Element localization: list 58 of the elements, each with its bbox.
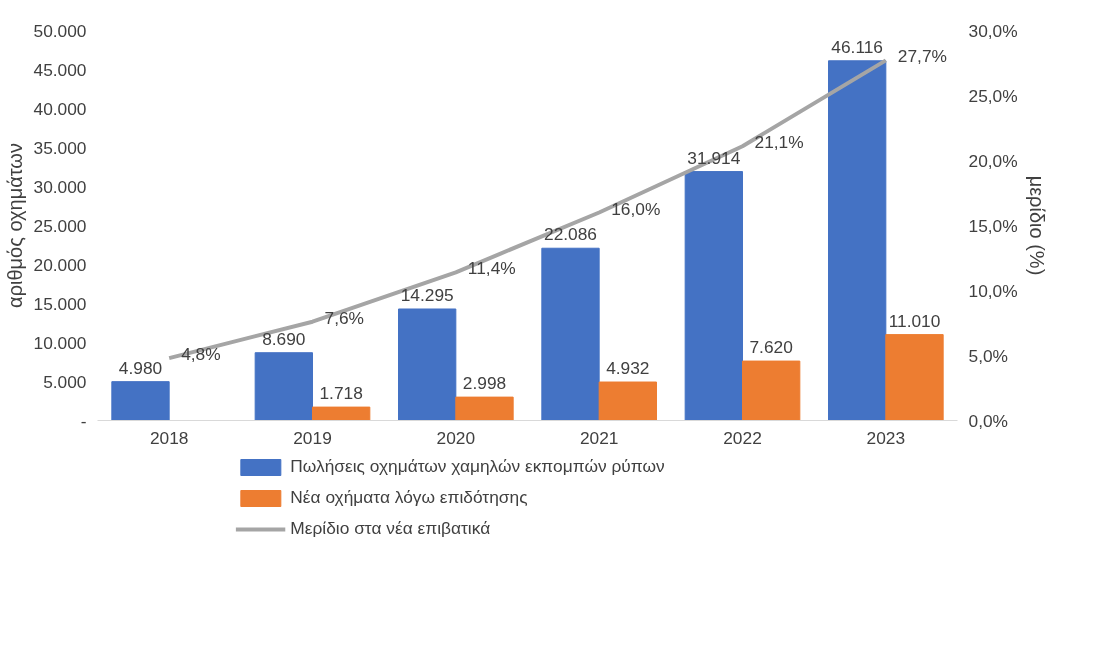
y-tick-label: 40.000 xyxy=(33,98,87,119)
y-tick-label: 5.000 xyxy=(43,371,87,392)
x-tick-label: 2020 xyxy=(436,427,476,448)
bar xyxy=(828,60,887,421)
legend-label: Νέα οχήματα λόγω επιδότησης xyxy=(290,487,528,508)
y2-tick-label: 10,0% xyxy=(968,280,1018,301)
data-label: 21,1% xyxy=(754,132,804,153)
x-tick-label: 2023 xyxy=(866,427,906,448)
data-label: 22.086 xyxy=(544,224,597,245)
data-label: 14.295 xyxy=(400,285,454,305)
data-label: 1.718 xyxy=(319,383,363,404)
bar xyxy=(541,247,600,421)
y2-tick-label: 20,0% xyxy=(968,150,1018,171)
x-tick-label: 2021 xyxy=(579,427,619,448)
y2-tick-label: 15,0% xyxy=(968,215,1018,236)
legend-label: Μερίδιο στα νέα επιβατικά xyxy=(290,518,491,539)
x-tick-label: 2019 xyxy=(293,427,332,448)
data-label: 4.932 xyxy=(606,358,650,379)
y2-tick-label: 30,0% xyxy=(968,20,1018,41)
bar xyxy=(111,381,170,421)
y-tick-label: 50.000 xyxy=(33,20,87,41)
y-tick-label: - xyxy=(80,410,87,431)
bar xyxy=(455,396,514,421)
data-label: 31.914 xyxy=(687,147,741,168)
bar xyxy=(598,381,657,421)
y-tick-label: 30.000 xyxy=(33,176,87,197)
data-label: 11.010 xyxy=(888,310,941,331)
y2-tick-label: 25,0% xyxy=(968,85,1018,106)
bar xyxy=(398,308,457,421)
y2-axis-title: μερίδιο (%) xyxy=(1025,175,1048,276)
bar xyxy=(254,352,313,421)
y-tick-label: 10.000 xyxy=(33,332,87,353)
y-tick-label: 45.000 xyxy=(33,59,87,80)
data-label: 16,0% xyxy=(611,198,661,219)
bar xyxy=(742,360,801,421)
data-label: 7.620 xyxy=(749,337,793,358)
y-tick-label: 35.000 xyxy=(33,137,87,158)
line-series xyxy=(167,58,888,361)
x-tick-label: 2022 xyxy=(723,427,762,448)
bar xyxy=(684,171,743,421)
bar xyxy=(312,406,371,421)
x-tick-label: 2018 xyxy=(149,427,189,448)
y2-tick-label: 5,0% xyxy=(968,345,1008,366)
data-label: 4,8% xyxy=(181,344,221,365)
legend-label: Πωλήσεις οχημάτων χαμηλών εκπομπών ρύπων xyxy=(290,456,665,477)
data-label: 7,6% xyxy=(324,307,364,328)
data-label: 4.980 xyxy=(118,357,163,378)
data-label: 8.690 xyxy=(262,328,306,349)
y-tick-label: 25.000 xyxy=(33,215,87,236)
data-label: 46.116 xyxy=(831,36,884,57)
y-tick-label: 20.000 xyxy=(33,254,87,275)
data-label: 2.998 xyxy=(462,373,507,394)
y2-tick-label: 0,0% xyxy=(968,410,1008,431)
y-tick-label: 15.000 xyxy=(33,293,87,314)
y-axis-title: αριθμός οχημάτων xyxy=(3,143,26,308)
bar xyxy=(885,334,944,421)
data-label: 27,7% xyxy=(897,46,947,67)
data-label: 11,4% xyxy=(467,258,516,279)
